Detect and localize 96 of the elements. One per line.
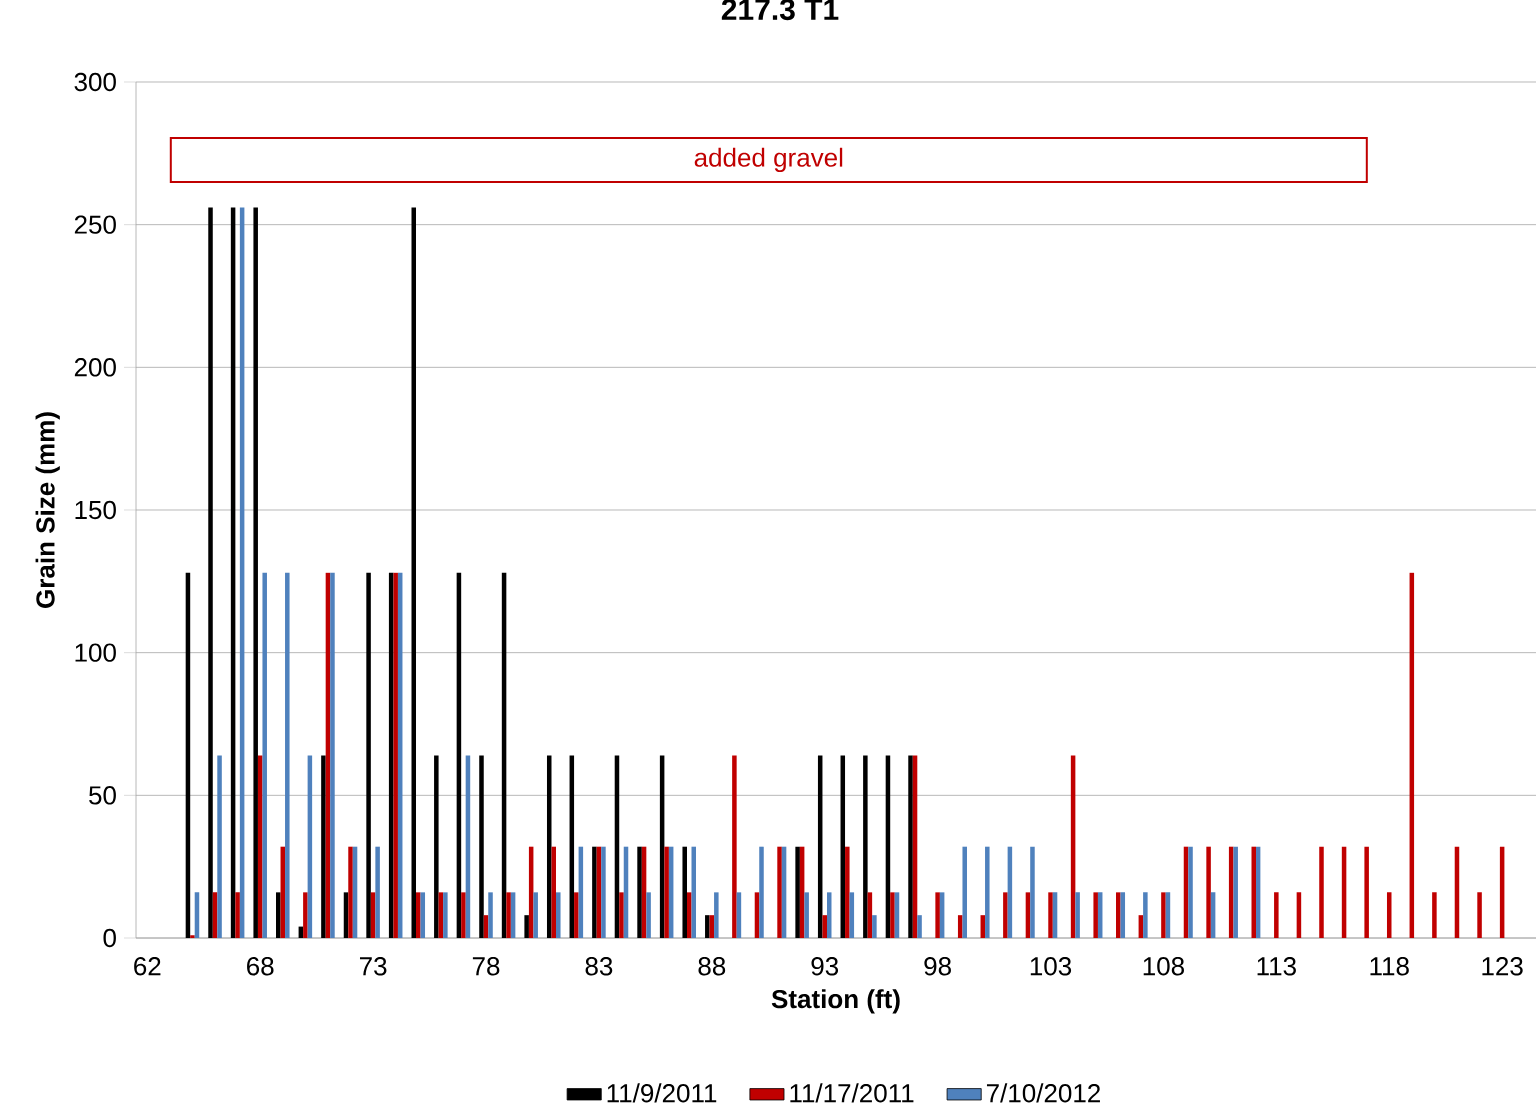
x-tick-label: 118: [1370, 957, 1409, 976]
bar: [935, 892, 940, 938]
bar: [479, 755, 484, 938]
bar: [795, 846, 800, 938]
y-tick-label: 200: [74, 358, 116, 377]
bar: [962, 846, 967, 938]
y-tick-label: 300: [74, 72, 116, 92]
legend-label: 11/9/2011: [607, 1083, 717, 1103]
bar: [804, 892, 809, 938]
y-tick-label: 100: [75, 643, 116, 662]
bar: [556, 892, 561, 938]
annotation: added gravel: [694, 147, 843, 173]
x-tick-label: 113: [1257, 957, 1296, 976]
bar: [488, 892, 493, 938]
x-tick-label: 73: [359, 957, 387, 976]
bar: [303, 892, 308, 938]
bar: [1432, 892, 1437, 938]
bar: [1188, 846, 1193, 938]
bar: [434, 755, 439, 938]
bar: [461, 892, 466, 938]
bar: [524, 915, 529, 938]
bar: [1364, 846, 1369, 938]
bar: [646, 892, 651, 938]
y-tick-label: 250: [74, 215, 116, 234]
x-tick-label: 108: [1143, 957, 1184, 976]
bar: [1116, 892, 1121, 938]
bar: [714, 892, 719, 938]
bar: [822, 915, 827, 938]
bar: [872, 915, 877, 938]
bar: [1093, 892, 1098, 938]
x-axis-title: Station (ft): [771, 989, 900, 1014]
y-tick-label: 150: [75, 500, 116, 520]
bar: [917, 915, 922, 938]
bar: [664, 846, 669, 938]
bar: [691, 846, 697, 938]
bar: [366, 572, 371, 938]
x-tick-label: 123: [1482, 957, 1523, 976]
bar: [759, 846, 764, 938]
bar: [908, 755, 913, 938]
bar: [732, 755, 737, 938]
bar: [411, 207, 416, 938]
bar: [506, 892, 511, 938]
bar: [443, 892, 448, 938]
bar: [276, 892, 281, 938]
bar: [637, 846, 642, 938]
bar: [1030, 846, 1035, 938]
bar: [190, 935, 195, 938]
legend-label: 11/17/2011: [790, 1083, 914, 1103]
bar: [235, 892, 240, 938]
bar: [682, 846, 687, 938]
bar: [393, 572, 398, 938]
x-tick-label: 83: [585, 957, 613, 976]
bar: [217, 755, 222, 938]
bar: [1477, 892, 1482, 938]
x-tick-label: 68: [247, 957, 274, 976]
bar: [619, 892, 624, 938]
y-tick-label: 0: [103, 928, 116, 948]
x-tick-label: 93: [811, 957, 839, 976]
bar: [1003, 892, 1008, 938]
bar: [551, 846, 557, 938]
bar: [253, 207, 258, 938]
bar: [1274, 892, 1279, 938]
bar: [208, 207, 213, 938]
bar: [375, 846, 380, 938]
bar: [574, 892, 579, 938]
bar: [1206, 846, 1211, 938]
bar: [592, 846, 597, 938]
bar: [1048, 892, 1053, 938]
bar: [416, 892, 421, 938]
bar: [1251, 846, 1257, 938]
x-tick-label: 88: [698, 957, 726, 976]
bar: [330, 572, 335, 938]
bar: [705, 915, 710, 938]
y-tick-label: 50: [89, 786, 116, 805]
bar: [285, 572, 290, 938]
legend-label: 7/10/2012: [986, 1083, 1100, 1103]
bar: [1233, 846, 1238, 938]
bar: [1161, 892, 1166, 938]
bar: [1143, 892, 1148, 938]
bar: [533, 892, 538, 938]
bar: [863, 755, 868, 938]
bar: [262, 572, 267, 938]
bar: [1075, 892, 1080, 938]
x-tick-label: 98: [924, 957, 951, 976]
bar: [1319, 846, 1324, 938]
bar: [845, 846, 850, 938]
bar: [321, 755, 326, 938]
x-tick-label: 78: [472, 957, 500, 976]
bar: [890, 892, 895, 938]
bar: [601, 846, 606, 938]
y-axis-title: Grain Size (mm): [35, 412, 60, 608]
x-tick-label: 103: [1030, 957, 1072, 976]
bar: [348, 846, 353, 938]
bar: [985, 846, 990, 938]
x-tick-label: 62: [134, 957, 161, 976]
bar: [777, 846, 782, 938]
